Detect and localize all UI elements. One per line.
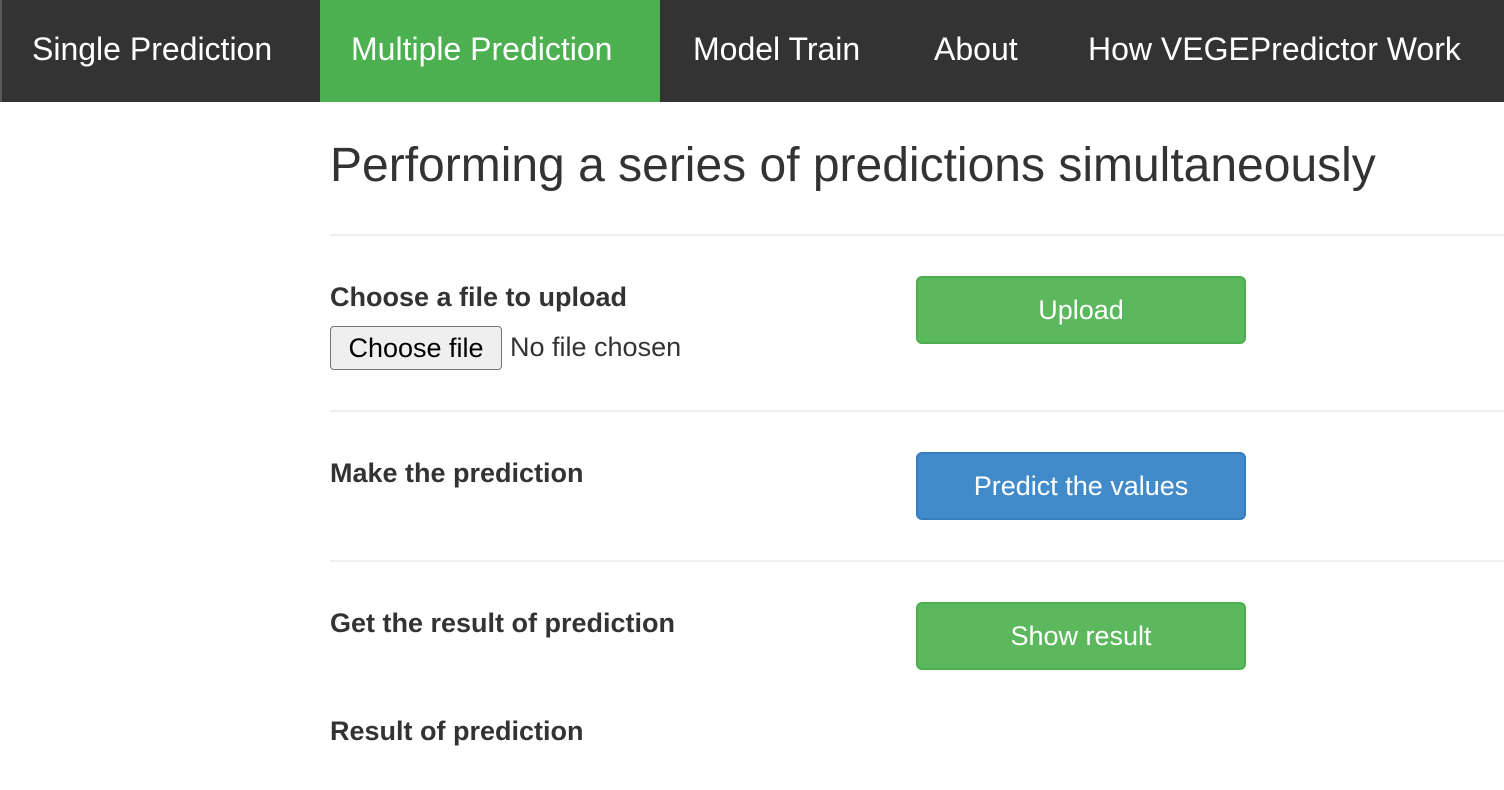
divider <box>330 410 1504 412</box>
top-navbar: Single Prediction Multiple Prediction Mo… <box>0 0 1504 102</box>
upload-section-label: Choose a file to upload <box>330 282 628 312</box>
page-title: Performing a series of predictions simul… <box>330 139 1376 192</box>
nav-item-how-it-works[interactable]: How VEGEPredictor Work <box>1088 31 1461 67</box>
nav-item-model-train[interactable]: Model Train <box>693 31 861 67</box>
predict-values-button[interactable]: Predict the values <box>916 452 1246 520</box>
navbar-edge <box>0 0 2 102</box>
divider <box>330 560 1504 562</box>
predict-section-label: Make the prediction <box>330 458 584 488</box>
nav-item-multiple-prediction[interactable]: Multiple Prediction <box>320 0 660 102</box>
choose-file-button[interactable]: Choose file <box>330 326 502 370</box>
file-status-text: No file chosen <box>510 332 682 362</box>
divider <box>330 234 1504 236</box>
upload-button[interactable]: Upload <box>916 276 1246 344</box>
show-result-button[interactable]: Show result <box>916 602 1246 670</box>
nav-item-about[interactable]: About <box>934 31 1018 67</box>
result-heading: Result of prediction <box>330 716 584 746</box>
nav-item-single-prediction[interactable]: Single Prediction <box>32 31 273 67</box>
result-section-label: Get the result of prediction <box>330 608 676 638</box>
